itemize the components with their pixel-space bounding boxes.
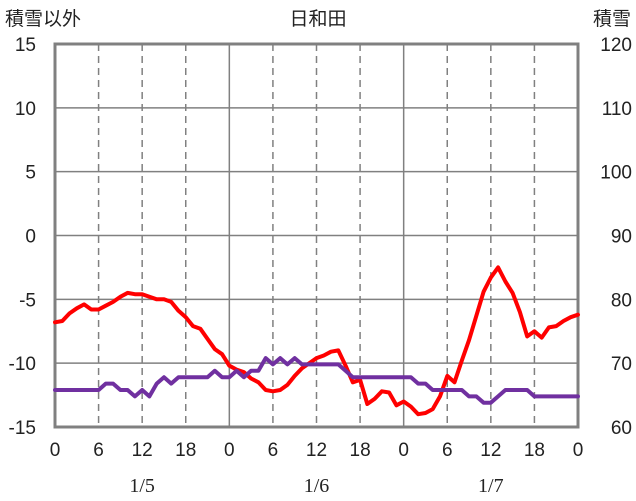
right-tick-label: 90 [611,227,632,248]
x-tick-label: 0 [224,440,235,461]
right-tick-label: 100 [600,163,632,184]
x-tick-label: 12 [132,440,153,461]
x-tick-label: 18 [175,440,196,461]
x-tick-label: 0 [573,440,584,461]
right-axis-title: 積雪 [593,8,631,30]
gridlines [55,44,578,427]
right-tick-label: 60 [611,418,632,439]
date-label: 1/6 [304,475,330,497]
left-tick-label: 15 [15,35,36,56]
plot-frame [53,42,580,429]
left-tick-label: 0 [25,227,36,248]
left-tick-label: -10 [9,354,36,375]
x-tick-label: 12 [306,440,327,461]
left-tick-label: 5 [25,163,36,184]
date-label: 1/5 [129,475,155,497]
right-axis-tick-labels: 120 110 100 90 80 70 60 [600,35,632,439]
right-tick-label: 80 [611,290,632,311]
left-tick-label: -15 [9,418,36,439]
x-tick-label: 6 [268,440,279,461]
right-tick-label: 110 [602,99,632,120]
right-tick-label: 120 [600,35,632,56]
left-axis-title: 積雪以外 [5,8,81,30]
right-tick-label: 70 [611,354,632,375]
x-tick-label: 12 [480,440,501,461]
x-tick-label: 0 [50,440,61,461]
left-tick-label: -5 [19,290,36,311]
left-axis-tick-labels: 15 10 5 0 -5 -10 -15 [9,35,36,439]
series-line-1 [53,265,580,417]
x-axis-tick-labels: 0 6 12 18 0 6 12 18 0 6 12 18 0 [50,440,584,461]
series-lines [53,265,580,417]
chart-title: 日和田 [289,8,346,30]
left-tick-label: 10 [15,99,36,120]
date-labels: 1/5 1/6 1/7 [129,475,503,497]
x-tick-label: 6 [442,440,453,461]
x-tick-label: 0 [398,440,409,461]
date-label: 1/7 [478,475,504,497]
x-tick-label: 18 [524,440,545,461]
series-line-2 [53,356,580,405]
x-tick-label: 6 [93,440,104,461]
x-tick-label: 18 [350,440,371,461]
